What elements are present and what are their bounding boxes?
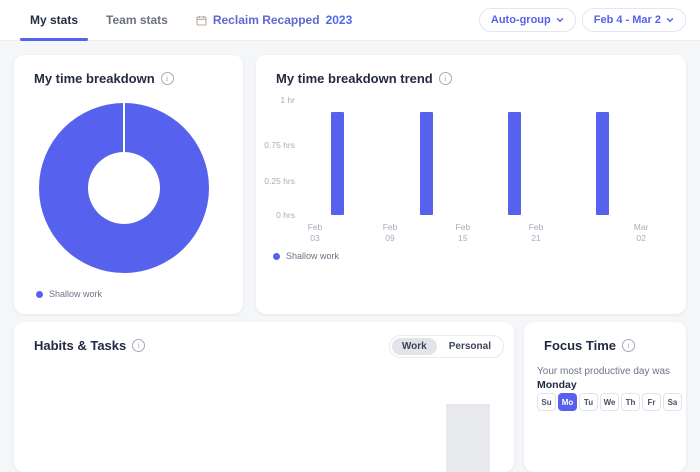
tab-my-stats[interactable]: My stats [18,0,90,41]
y-axis-tick: 1 hr [280,95,295,105]
day-chip-th: Th [621,393,640,411]
card-title-text: Habits & Tasks [34,338,127,353]
focus-time-card: Focus Time i Your most productive day wa… [524,322,686,472]
x-axis-tick: Mar 02 [634,222,649,245]
feb-4-mar-2-button[interactable]: Feb 4 - Mar 2 [581,8,686,32]
chart-bar [507,111,521,215]
legend-label: Shallow work [49,289,103,299]
button-label: Feb 4 - Mar 2 [593,14,661,26]
donut-chart [39,103,209,273]
weekday-chips: Su Mo Tu We Th Fr Sa [537,393,682,411]
day-chip-su: Su [537,393,556,411]
auto-group-button[interactable]: Auto-group [478,8,576,32]
x-axis-tick: Feb 03 [308,222,323,245]
tab-reclaim-recapped[interactable]: Reclaim Recapped 2023 [184,0,364,40]
card-title-text: My time breakdown [34,71,155,86]
day-chip-tu: Tu [579,393,598,411]
productive-day-value: Monday [537,379,577,391]
x-axis-tick: Feb 09 [383,222,398,245]
x-axis-tick: Feb 21 [529,222,544,245]
day-chip-fr: Fr [642,393,661,411]
toggle-option-personal[interactable]: Personal [448,341,491,352]
chart-bar [331,111,345,215]
x-axis-tick-month: Feb [528,222,544,232]
chevron-down-icon [556,18,563,23]
x-axis-tick-day: 21 [531,233,541,244]
productive-day-caption: Your most productive day was [537,366,671,377]
active-tab-underline [20,38,89,41]
x-axis-tick-month: Feb [307,222,323,232]
x-axis-tick-day: 09 [385,233,395,244]
focus-time-title: Focus Time i [524,322,686,353]
x-axis-tick-month: Mar [633,222,649,232]
trend-bar-chart: 1 hr 0.75 hrs 0.25 hrs 0 hrs Feb 03 Feb 09 Feb 15… [264,95,666,243]
tabs: My stats Team stats Reclaim Recapped 2023 [18,0,364,41]
legend: Shallow work [36,289,102,299]
donut-slice-divider [123,103,125,152]
y-axis-tick: 0 hrs [276,210,295,220]
day-chip-we: We [600,393,619,411]
x-axis-tick-month: Feb [382,222,398,232]
tab-label: Reclaim Recapped [212,13,320,27]
legend-dot [273,252,280,260]
tab-label: Team stats [106,13,168,27]
info-icon[interactable]: i [438,72,452,85]
day-chip-sa: Sa [663,393,682,411]
habits-tasks-title: Habits & Tasks i [14,322,514,353]
card-title-text: My time breakdown trend [276,71,433,86]
chart-bar [420,111,434,215]
x-axis-tick: Feb 15 [456,222,471,245]
chart-bar [596,111,610,215]
time-breakdown-card: My time breakdown i Shallow work [14,55,243,314]
info-icon[interactable]: i [622,339,636,352]
calendar-icon [196,15,207,26]
x-axis-tick-day: 03 [310,233,320,244]
legend-label: Shallow work [286,251,340,261]
trend-title: My time breakdown trend i [256,55,686,86]
toggle-option-work[interactable]: Work [391,338,437,355]
card-title-text: Focus Time [544,338,617,353]
chevron-down-icon [666,18,674,23]
chart-bar-placeholder [446,404,490,472]
work-personal-toggle: Work Personal [388,335,504,358]
time-breakdown-title: My time breakdown i [14,55,243,86]
trend-card: My time breakdown trend i 1 hr 0.75 hrs 0.… [256,55,686,314]
x-axis-tick-day: 15 [458,233,468,244]
info-icon[interactable]: i [132,339,146,352]
x-axis-tick-month: Feb [455,222,471,232]
legend: Shallow work [273,251,339,261]
x-axis-tick-day: 02 [636,233,646,244]
info-icon[interactable]: i [160,72,174,85]
habits-tasks-card: Habits & Tasks i Work Personal [14,322,514,472]
donut-hole [88,152,160,224]
day-chip-mo: Mo [558,393,577,411]
tab-team-stats[interactable]: Team stats [94,0,180,40]
button-label: Auto-group [490,14,551,26]
y-axis-tick: 0.75 hrs [264,139,295,150]
top-tab-bar: My stats Team stats Reclaim Recapped 2023 A… [0,0,700,41]
legend-dot [36,290,43,298]
header-controls: Auto-group Feb 4 - Mar 2 [478,8,700,32]
y-axis-tick: 0.25 hrs [264,175,295,186]
tab-label: My stats [30,13,79,27]
tab-year: 2023 [325,13,353,27]
